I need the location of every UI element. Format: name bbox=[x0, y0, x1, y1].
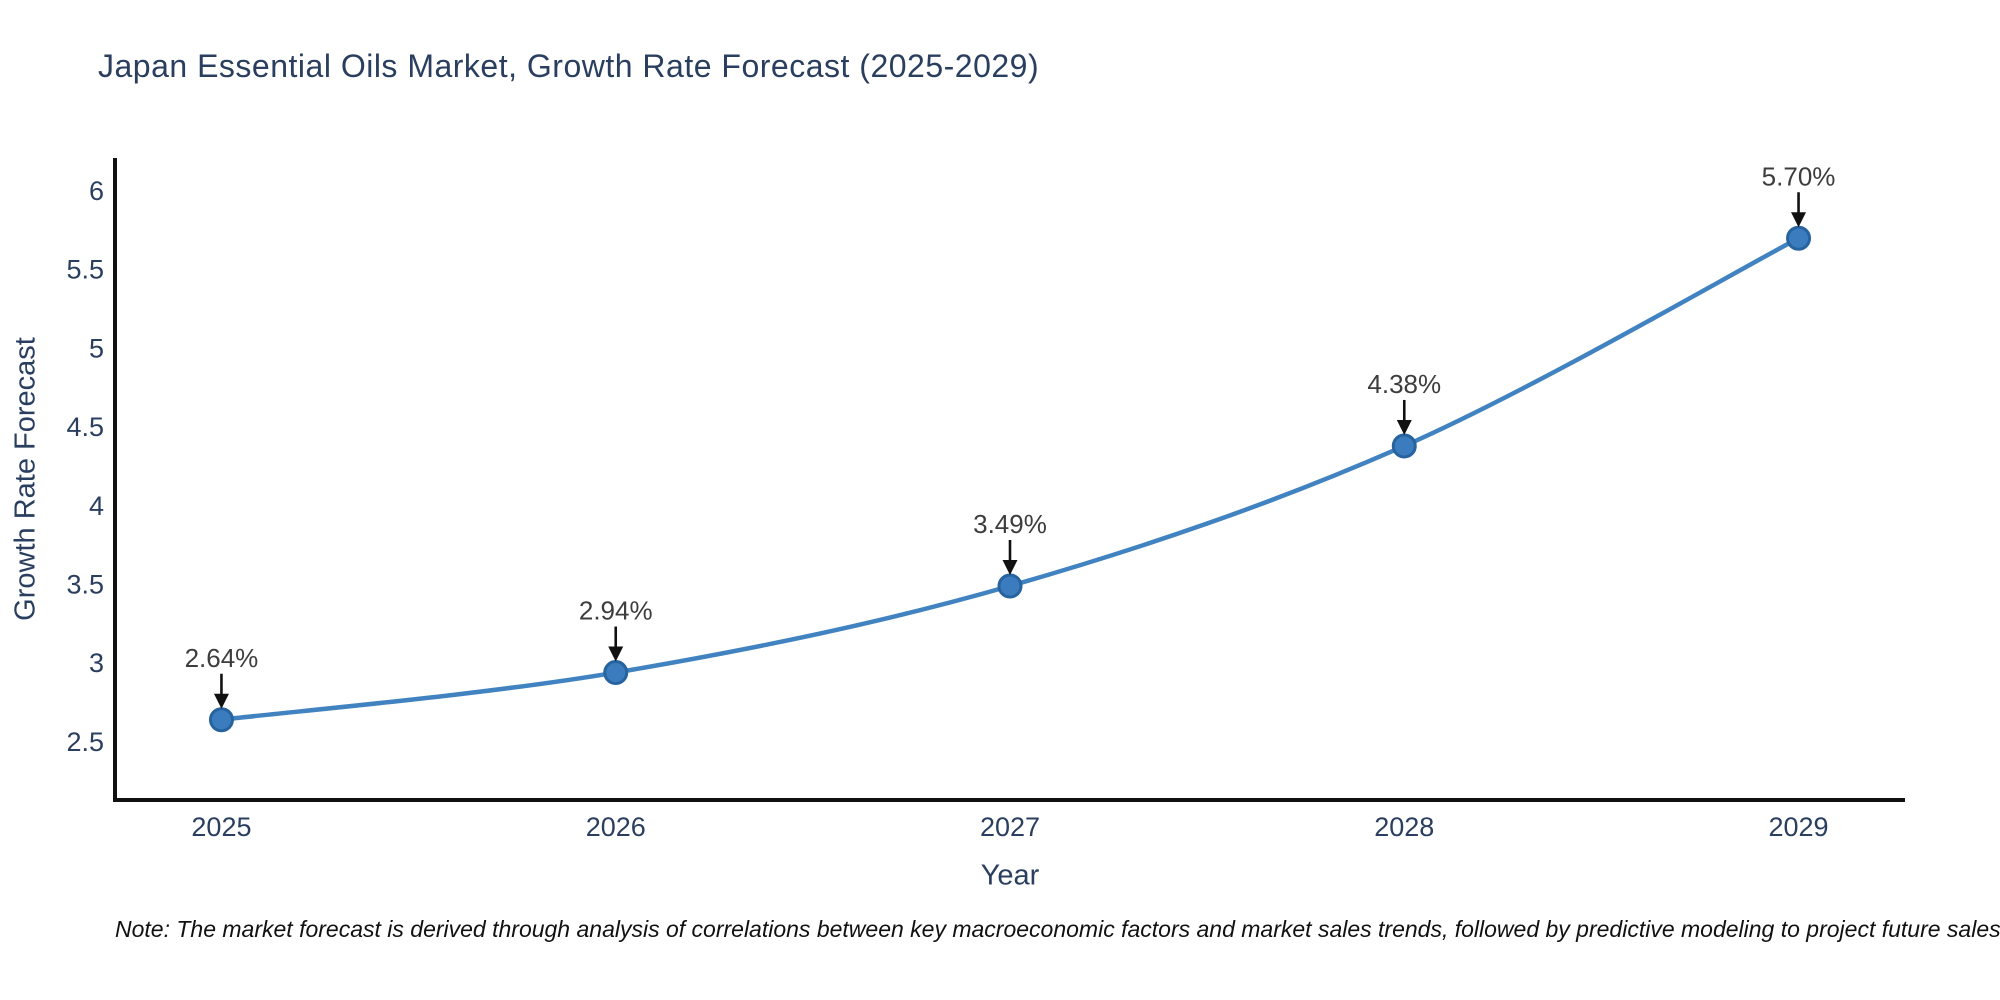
x-tick-label: 2028 bbox=[1374, 812, 1434, 842]
y-tick-label: 3 bbox=[89, 648, 104, 678]
data-point-marker[interactable] bbox=[997, 573, 1023, 599]
annotation-arrowhead-icon bbox=[1002, 560, 1018, 575]
y-tick-label: 6 bbox=[89, 176, 104, 206]
footnote: Note: The market forecast is derived thr… bbox=[115, 916, 2000, 942]
data-point-label: 2.64% bbox=[185, 643, 259, 673]
forecast-line bbox=[219, 236, 1801, 722]
data-point-label: 4.38% bbox=[1367, 369, 1441, 399]
data-point-label: 3.49% bbox=[973, 509, 1047, 539]
y-tick-label: 4.5 bbox=[66, 412, 104, 442]
annotation-arrowhead-icon bbox=[213, 693, 229, 709]
data-point-marker[interactable] bbox=[1786, 225, 1812, 251]
data-point-marker[interactable] bbox=[208, 707, 234, 733]
y-tick-label: 2.5 bbox=[66, 727, 104, 757]
annotation-arrowhead-icon bbox=[1791, 212, 1807, 228]
data-point-label: 5.70% bbox=[1762, 161, 1836, 191]
data-point-marker[interactable] bbox=[1391, 433, 1417, 459]
data-point-label: 2.94% bbox=[579, 596, 653, 626]
y-tick-label: 5.5 bbox=[66, 255, 104, 285]
chart-title: Japan Essential Oils Market, Growth Rate… bbox=[98, 48, 1040, 84]
annotation-arrowhead-icon bbox=[1396, 419, 1412, 435]
x-tick-label: 2026 bbox=[586, 812, 646, 842]
x-axis-title: Year bbox=[980, 859, 1040, 892]
data-point-marker[interactable] bbox=[603, 660, 629, 686]
y-tick-label: 4 bbox=[89, 491, 104, 521]
y-tick-label: 3.5 bbox=[66, 569, 104, 599]
x-tick-label: 2025 bbox=[191, 812, 251, 842]
annotation-arrowhead-icon bbox=[608, 646, 624, 662]
x-tick-label: 2027 bbox=[980, 812, 1040, 842]
x-tick-label: 2029 bbox=[1769, 812, 1829, 842]
y-tick-label: 5 bbox=[89, 333, 104, 363]
